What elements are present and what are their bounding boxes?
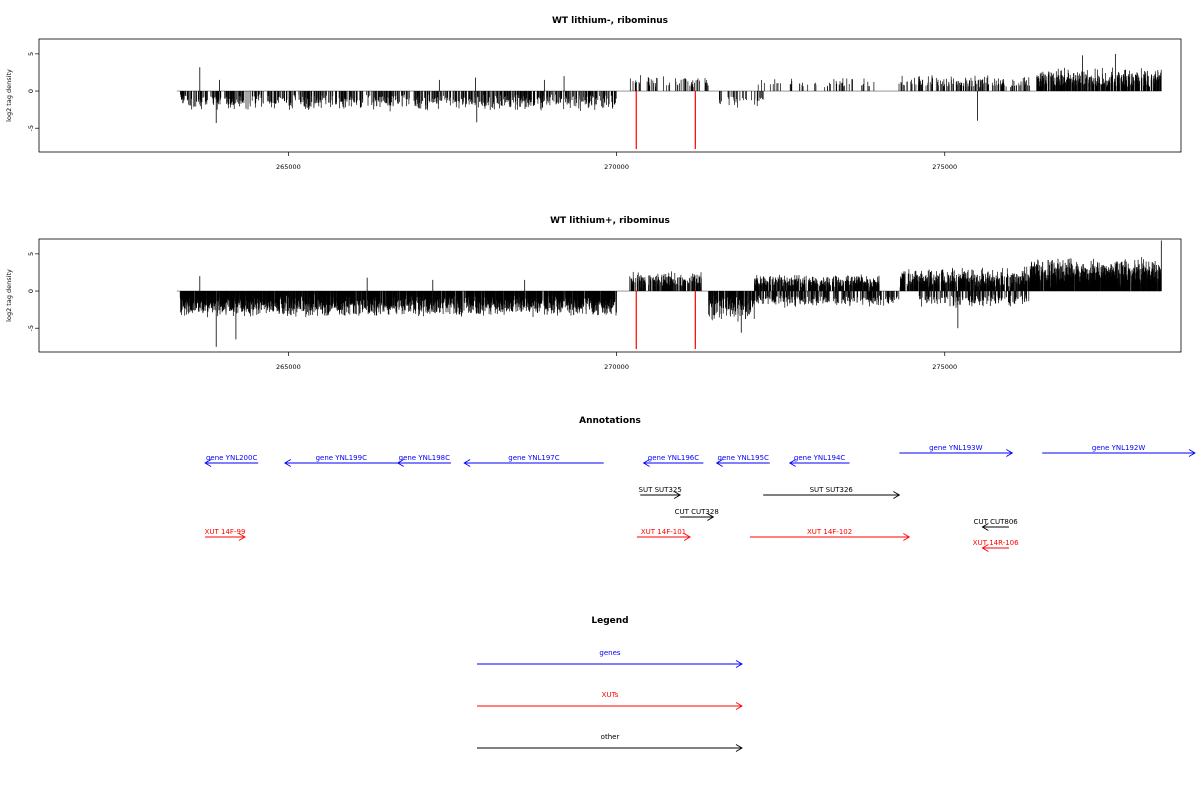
x-tick-label: 275000 <box>932 163 957 171</box>
axes: 265000 270000 275000 5 0 -5 <box>27 52 957 171</box>
y-axis-label: log2 tag density <box>5 69 13 122</box>
panel-title: WT lithium-, ribominus <box>552 16 668 26</box>
y-tick-label: 0 <box>27 89 35 93</box>
plot-frame <box>38 38 1182 153</box>
y-axis-label: log2 tag density <box>5 269 13 322</box>
plot-frame <box>38 238 1182 353</box>
coverage-panel-lithium-plus: WT lithium+, ribominus log2 tag density … <box>5 216 1182 371</box>
y-tick-label: -5 <box>27 125 35 131</box>
coverage-panel-lithium-minus: WT lithium-, ribominus log2 tag density … <box>5 16 1182 171</box>
panel-title: WT lithium+, ribominus <box>550 216 670 226</box>
x-tick-label: 270000 <box>604 163 629 171</box>
coverage-bars <box>176 53 1162 150</box>
y-tick-label: 5 <box>27 52 35 56</box>
x-tick-label: 265000 <box>276 163 301 171</box>
coverage-bars <box>176 240 1162 350</box>
